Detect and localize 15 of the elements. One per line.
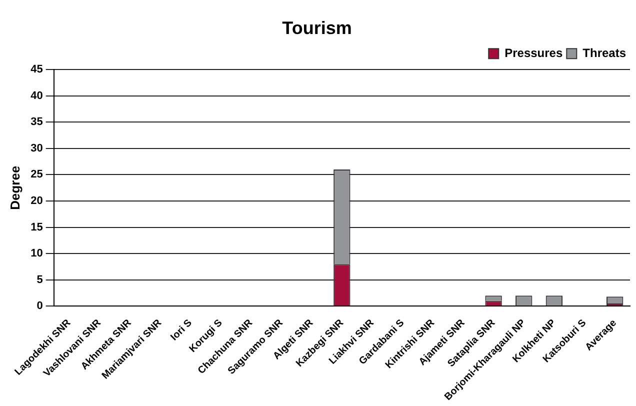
legend-label: Threats	[582, 46, 626, 60]
y-tick-label: 0	[36, 300, 43, 312]
x-tick-label: Iori S	[168, 317, 195, 344]
y-axis-title: Degree	[7, 166, 22, 210]
y-tick-label: 5	[36, 274, 43, 286]
y-tick-label: 40	[30, 90, 43, 102]
y-tick-label: 35	[30, 116, 43, 128]
y-tick-label: 30	[30, 142, 43, 154]
y-tick-label: 25	[30, 168, 43, 181]
legend-label: Pressures	[504, 46, 563, 60]
y-tick-label: 15	[30, 221, 43, 234]
chart-title: Tourism	[282, 18, 352, 38]
y-tick-label: 20	[30, 195, 43, 208]
y-tick-label: 45	[30, 64, 43, 76]
y-tick-label: 10	[30, 248, 43, 260]
